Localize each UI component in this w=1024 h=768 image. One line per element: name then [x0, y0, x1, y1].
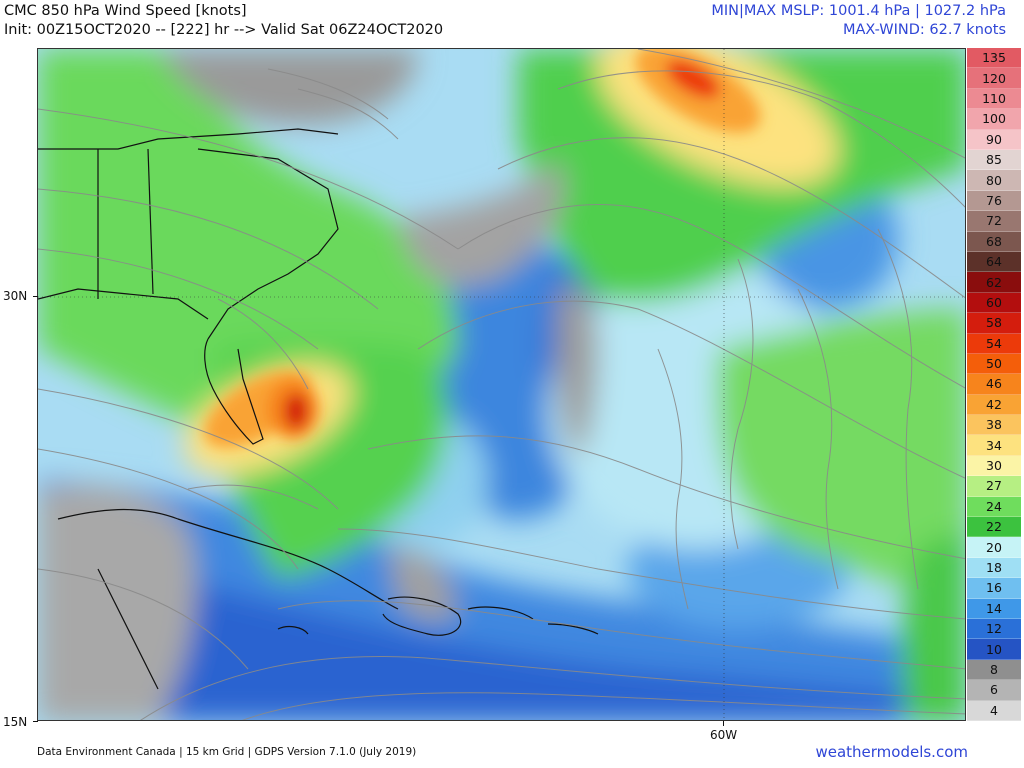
- colorbar-level: 10: [967, 639, 1021, 660]
- colorbar-level: 135: [967, 48, 1021, 69]
- colorbar-level: 68: [967, 231, 1021, 252]
- colorbar-level: 38: [967, 415, 1021, 436]
- wind-speed-colorbar: 135 120 110 100 90 85 80 76 72 68 64 62 60 58 54 50 46 42…: [967, 48, 1021, 721]
- streamlines: [38, 49, 965, 720]
- colorbar-level: 76: [967, 190, 1021, 212]
- data-credit: Data Environment Canada | 15 km Grid | G…: [37, 746, 417, 758]
- wind-maxima: [204, 49, 761, 448]
- wind-speed-map: [37, 48, 966, 721]
- colorbar-level: 54: [967, 333, 1021, 354]
- mslp-readout: MIN|MAX MSLP: 1001.4 hPa | 1027.2 hPa: [711, 3, 1006, 19]
- colorbar-level: 58: [967, 313, 1021, 334]
- colorbar-level: 8: [967, 659, 1021, 681]
- colorbar-level: 85: [967, 149, 1021, 171]
- map-canvas: [38, 49, 965, 720]
- colorbar-level: 62: [967, 272, 1021, 293]
- colorbar-level: 34: [967, 435, 1021, 456]
- colorbar-level: 80: [967, 170, 1021, 191]
- header-right: MIN|MAX MSLP: 1001.4 hPa | 1027.2 hPa MA…: [711, 2, 1006, 40]
- colorbar-level: 46: [967, 374, 1021, 395]
- colorbar-level: 90: [967, 129, 1021, 150]
- colorbar-level: 14: [967, 598, 1021, 620]
- colorbar-level: 16: [967, 578, 1021, 599]
- colorbar-level: 72: [967, 211, 1021, 232]
- lon-label-60w: 60W: [710, 728, 738, 742]
- colorbar-level: 18: [967, 557, 1021, 579]
- lat-label-15n: 15N: [3, 715, 28, 729]
- coastlines: [38, 128, 599, 690]
- colorbar-level: 30: [967, 455, 1021, 477]
- site-link[interactable]: weathermodels.com: [815, 743, 968, 761]
- lat-tick-15n: [33, 721, 38, 722]
- colorbar-level: 24: [967, 496, 1021, 518]
- colorbar-level: 20: [967, 537, 1021, 558]
- init-valid-time: Init: 00Z15OCT2020 -- [222] hr --> Valid…: [4, 22, 444, 38]
- colorbar-level: 110: [967, 88, 1021, 110]
- colorbar-level: 12: [967, 619, 1021, 640]
- colorbar-level: 50: [967, 353, 1021, 375]
- colorbar-level: 27: [967, 476, 1021, 497]
- colorbar-level: 6: [967, 680, 1021, 701]
- colorbar-level: 60: [967, 292, 1021, 314]
- header-left: CMC 850 hPa Wind Speed [knots] Init: 00Z…: [4, 2, 443, 40]
- colorbar-level: 42: [967, 394, 1021, 416]
- colorbar-level: 4: [967, 700, 1021, 721]
- graticule: [38, 49, 965, 720]
- colorbar-level: 22: [967, 517, 1021, 538]
- lat-label-30n: 30N: [3, 289, 28, 303]
- lat-tick-30n: [33, 296, 38, 297]
- lon-tick-60w: [723, 721, 724, 726]
- map-title: CMC 850 hPa Wind Speed [knots]: [4, 3, 247, 19]
- colorbar-level: 120: [967, 68, 1021, 89]
- colorbar-level: 64: [967, 251, 1021, 273]
- max-wind-readout: MAX-WIND: 62.7 knots: [843, 22, 1006, 38]
- colorbar-level: 100: [967, 109, 1021, 130]
- wind-field: [38, 49, 965, 720]
